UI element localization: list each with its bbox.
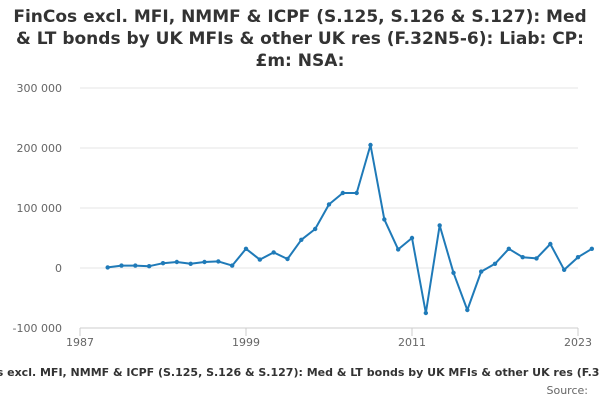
data-point	[326, 202, 332, 207]
series-layer	[105, 142, 595, 316]
data-point	[299, 237, 304, 242]
data-point	[437, 223, 442, 228]
data-point	[271, 250, 276, 255]
data-point	[243, 246, 249, 251]
data-point	[451, 270, 456, 275]
data-point	[478, 269, 484, 274]
legend-series-label: FinCos excl. MFI, NMMF & ICPF (S.125, S.…	[0, 366, 600, 379]
data-point	[354, 190, 359, 196]
x-tick-label: 1999	[232, 336, 260, 349]
data-point	[492, 261, 498, 266]
data-point	[409, 235, 415, 241]
data-point	[202, 259, 207, 265]
data-point	[423, 310, 429, 316]
data-point	[216, 259, 221, 264]
data-point	[133, 263, 138, 268]
data-point	[534, 256, 539, 261]
data-point	[188, 261, 193, 266]
y-tick-label: 200 000	[17, 142, 63, 155]
data-point	[368, 142, 373, 148]
data-point	[119, 263, 124, 268]
y-tick-label: -100 000	[13, 322, 62, 335]
source-label: Source:	[546, 384, 589, 397]
data-point	[382, 217, 387, 222]
data-point	[589, 246, 595, 251]
grid-layer	[80, 87, 578, 329]
y-tick-label: 300 000	[17, 82, 63, 95]
data-point	[312, 226, 318, 232]
data-point	[160, 261, 166, 266]
data-point	[548, 241, 553, 247]
y-tick-label: 0	[55, 262, 62, 275]
chart-title: FinCos excl. MFI, NMMF & ICPF (S.125, S.…	[13, 7, 587, 71]
data-point	[146, 264, 152, 269]
data-point	[257, 257, 263, 262]
data-point	[561, 267, 567, 272]
data-point	[465, 307, 470, 313]
x-tick-label: 1987	[66, 336, 94, 349]
x-tick-label: 2023	[564, 336, 592, 349]
data-point	[575, 255, 581, 260]
axis-layer: -100 000 0 100 000 200 000 300 000 1987 1999 20…	[13, 82, 592, 349]
data-point	[105, 265, 110, 270]
series-line	[107, 144, 593, 314]
data-point	[229, 263, 235, 268]
data-point	[520, 255, 525, 260]
data-point	[340, 190, 346, 196]
data-point	[506, 246, 512, 251]
data-point	[174, 259, 180, 265]
y-tick-label: 100 000	[17, 202, 63, 215]
data-point	[285, 256, 290, 262]
data-point	[395, 247, 401, 252]
x-tick-label: 2011	[398, 336, 426, 349]
